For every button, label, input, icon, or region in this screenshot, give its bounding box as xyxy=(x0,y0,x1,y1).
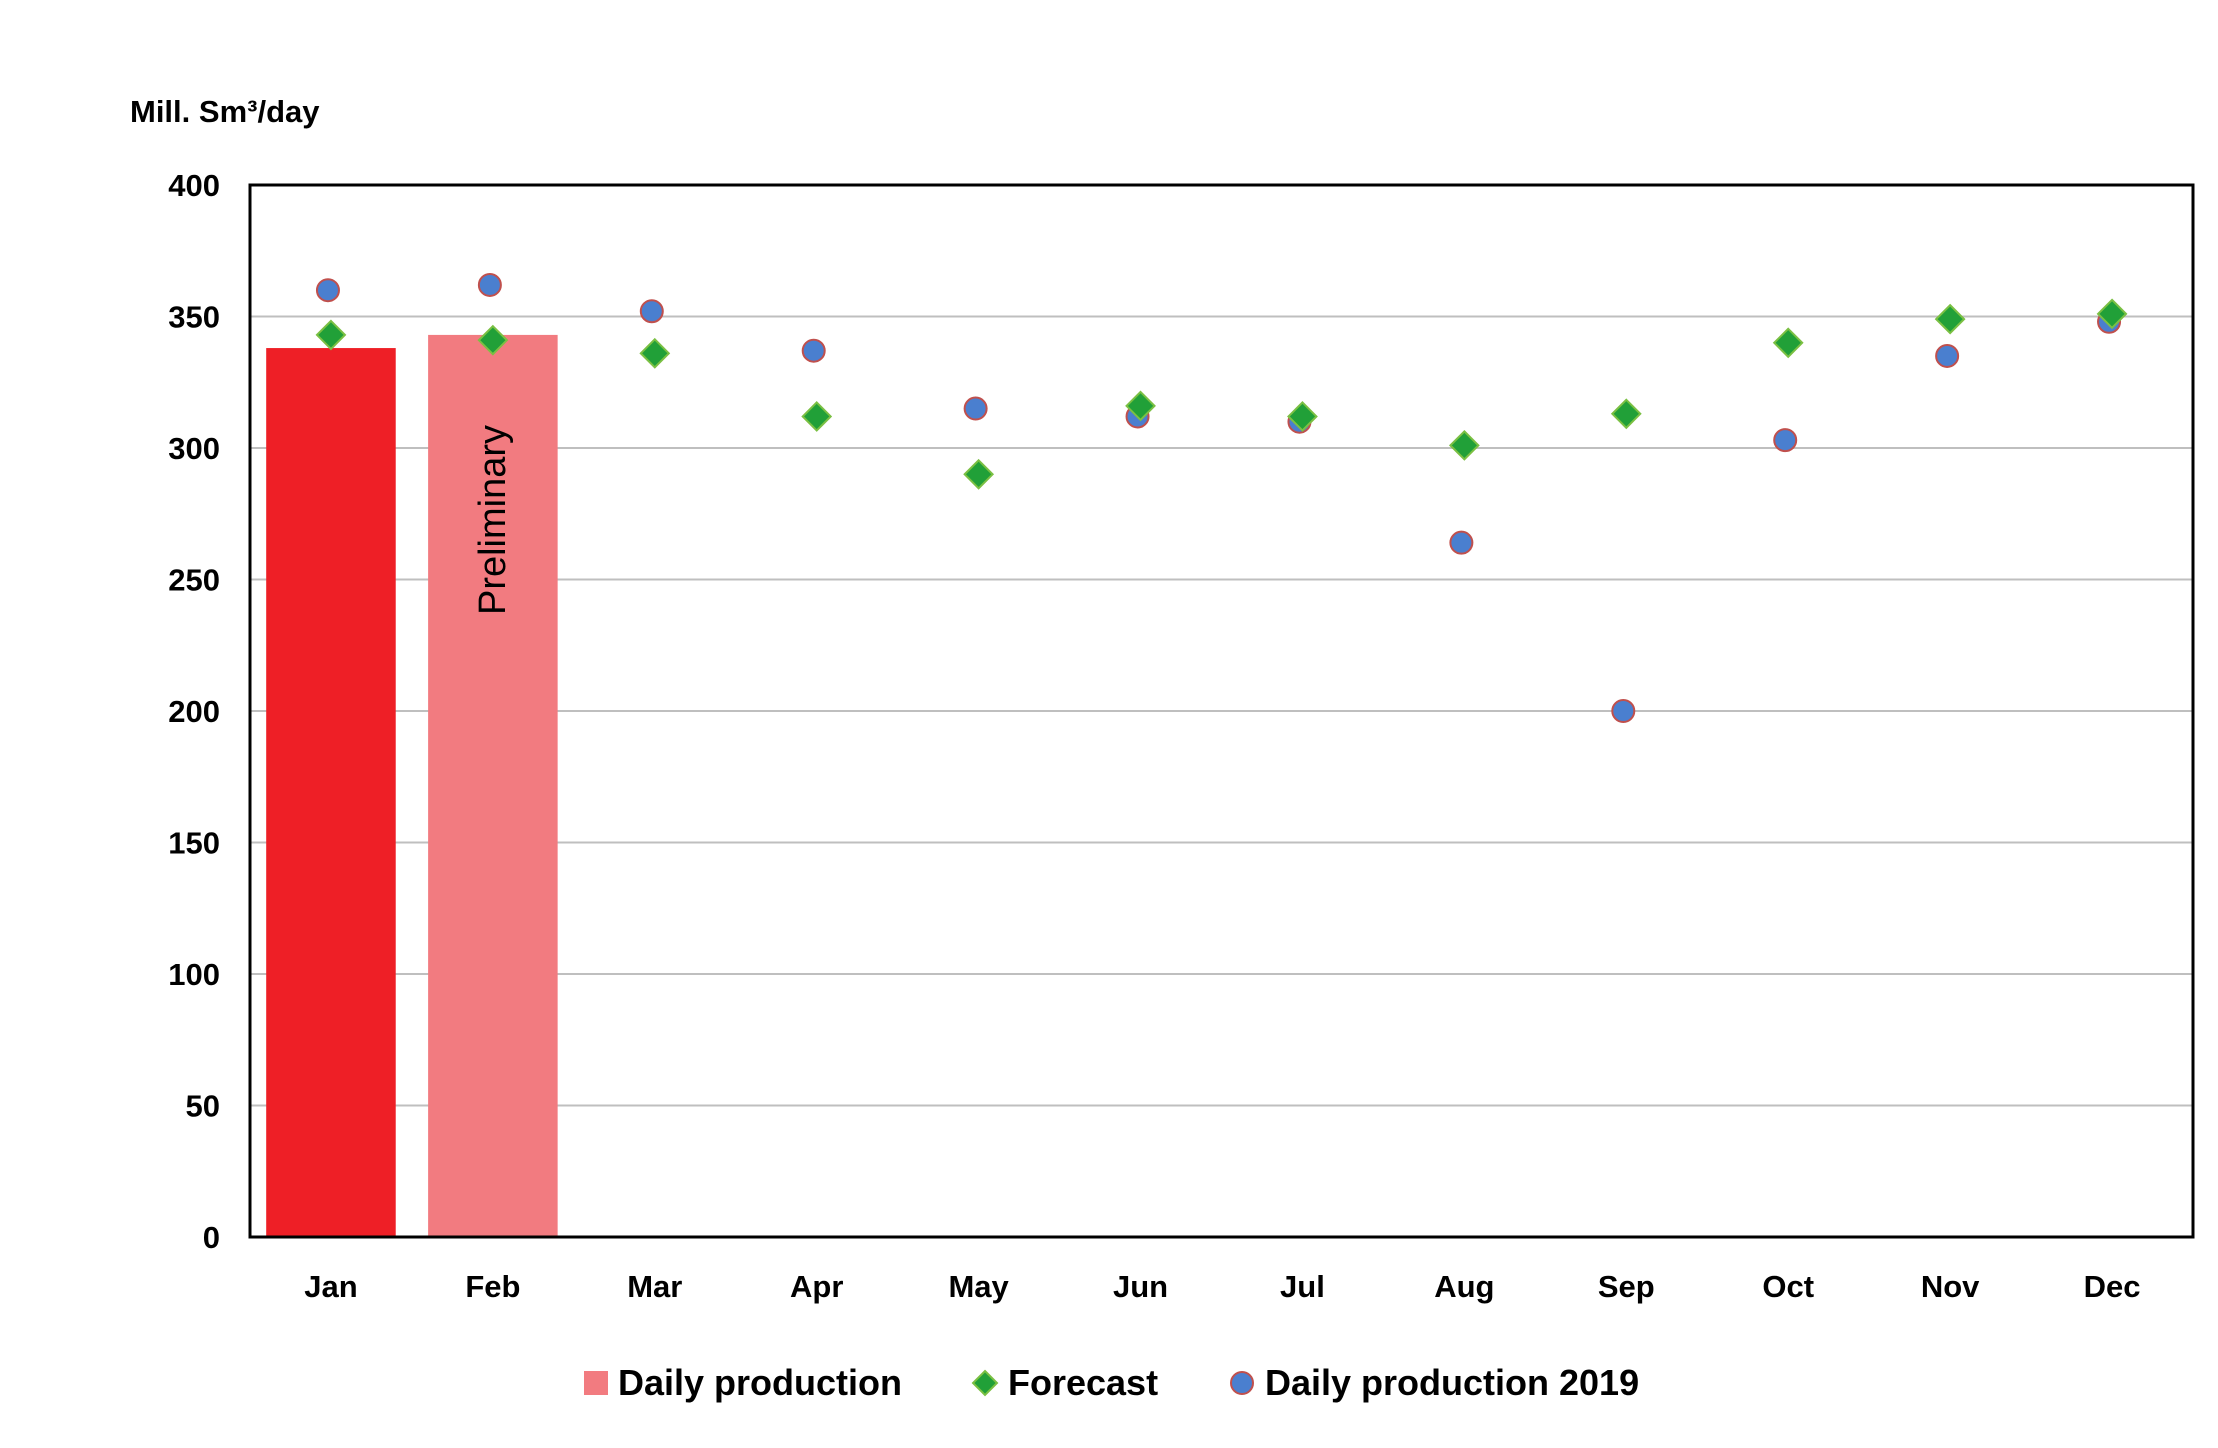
y-tick-label: 300 xyxy=(168,431,220,466)
y-axis: 0 50 100 150 200 250 300 350 400 xyxy=(168,168,220,1255)
legend-label: Daily production 2019 xyxy=(1265,1362,1639,1403)
legend-swatch-daily-2019 xyxy=(1230,1371,1254,1395)
annotations: Preliminary xyxy=(472,425,514,615)
bar xyxy=(428,334,558,1237)
x-tick-label: Jun xyxy=(1113,1269,1168,1304)
forecast-point xyxy=(2096,298,2128,330)
daily-production-2019-point xyxy=(1935,343,1960,368)
bar xyxy=(266,348,396,1237)
daily-production-2019-point xyxy=(801,338,826,363)
x-tick-label: Mar xyxy=(627,1269,682,1304)
y-tick-label: 150 xyxy=(168,826,220,861)
x-tick-label: Jan xyxy=(304,1269,357,1304)
forecast-point xyxy=(477,324,509,356)
forecast-point xyxy=(1448,429,1480,461)
y-tick-label: 100 xyxy=(168,957,220,992)
legend-swatch-forecast xyxy=(971,1369,999,1397)
forecast-point xyxy=(1125,390,1156,422)
x-tick-label: Apr xyxy=(790,1269,843,1304)
gridlines xyxy=(250,315,2193,1107)
y-tick-label: 250 xyxy=(168,563,220,598)
x-tick-label: Dec xyxy=(2084,1269,2141,1304)
y-tick-label: 50 xyxy=(186,1089,220,1124)
x-tick-label: May xyxy=(948,1269,1009,1304)
legend-label: Daily production xyxy=(618,1362,902,1403)
x-tick-label: Aug xyxy=(1434,1269,1494,1304)
x-tick-label: Jul xyxy=(1280,1269,1325,1304)
y-tick-label: 400 xyxy=(168,168,220,203)
legend: Daily production Forecast Daily production… xyxy=(584,1362,1639,1403)
forecast-point xyxy=(963,458,995,490)
y-axis-label: Mill. Sm³/day xyxy=(130,94,320,129)
x-tick-label: Feb xyxy=(465,1269,520,1304)
forecast-point xyxy=(639,337,671,369)
x-tick-label: Sep xyxy=(1598,1269,1655,1304)
preliminary-annotation: Preliminary xyxy=(472,425,514,615)
legend-label: Forecast xyxy=(1008,1362,1158,1403)
daily-production-2019-point xyxy=(1773,428,1798,453)
x-tick-label: Nov xyxy=(1921,1269,1980,1304)
y-tick-label: 200 xyxy=(168,694,220,729)
daily-production-2019-point xyxy=(963,396,988,421)
forecast-point xyxy=(1287,401,1318,432)
forecast-point xyxy=(1772,327,1804,359)
markers xyxy=(315,272,2128,723)
forecast-point xyxy=(315,319,347,351)
daily-production-2019-point xyxy=(315,278,340,303)
daily-production-2019-point xyxy=(1449,530,1474,555)
y-tick-label: 350 xyxy=(168,300,220,335)
legend-swatch-bar xyxy=(584,1371,608,1395)
x-axis: Jan Feb Mar Apr May Jun Jul Aug Sep Oct Nov Dec xyxy=(304,1269,2140,1304)
daily-production-2019-point xyxy=(1611,699,1636,723)
plot-area-frame xyxy=(248,183,2195,1239)
y-tick-label: 0 xyxy=(203,1220,220,1255)
daily-production-2019-point xyxy=(477,272,502,297)
bars xyxy=(266,334,558,1237)
forecast-point xyxy=(1610,398,1642,430)
x-tick-label: Oct xyxy=(1762,1269,1814,1304)
forecast-point xyxy=(801,401,833,432)
forecast-point xyxy=(1934,303,1966,335)
daily-production-2019-point xyxy=(639,299,664,324)
